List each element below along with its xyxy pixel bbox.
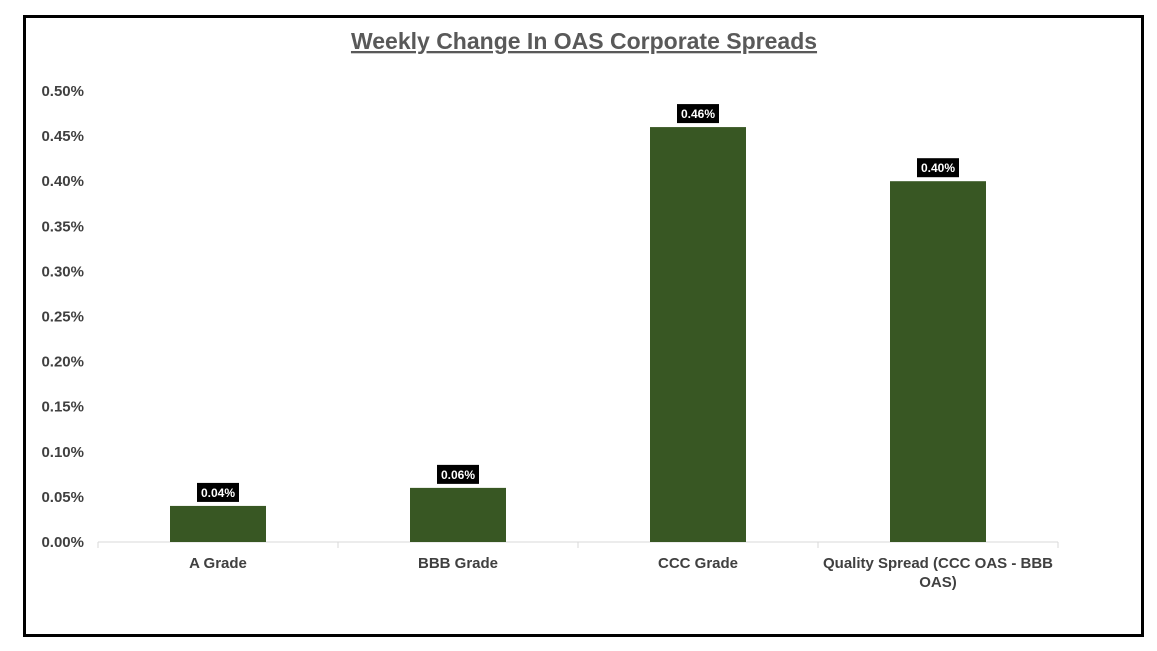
data-label-background <box>677 104 719 124</box>
bars <box>170 127 986 542</box>
category-label: A Grade <box>189 555 247 572</box>
data-label-background <box>917 158 959 178</box>
data-label: 0.40% <box>921 161 955 175</box>
data-label-background <box>437 464 479 484</box>
y-tick-label: 0.40% <box>41 173 84 190</box>
y-axis-ticks: 0.00% 0.05% 0.10% 0.15% 0.20% 0.25% 0.30% 0.35%… <box>41 83 84 551</box>
data-label: 0.06% <box>441 468 475 482</box>
bar <box>410 487 506 542</box>
y-tick-label: 0.15% <box>41 399 84 416</box>
category-label: BBB Grade <box>418 555 498 572</box>
bar <box>890 181 986 542</box>
category-label: CCC Grade <box>658 555 738 572</box>
category-label: OAS) <box>919 574 957 591</box>
y-tick-label: 0.35% <box>41 218 84 235</box>
bar <box>650 127 746 542</box>
category-label: Quality Spread (CCC OAS - BBB <box>823 555 1053 572</box>
y-tick-label: 0.25% <box>41 309 84 326</box>
data-label: 0.46% <box>681 107 715 121</box>
y-tick-label: 0.00% <box>41 534 84 551</box>
y-tick-label: 0.05% <box>41 489 84 506</box>
y-tick-label: 0.10% <box>41 444 84 461</box>
category-labels: A Grade BBB Grade CCC Grade Quality Spread … <box>189 555 1053 591</box>
y-tick-label: 0.30% <box>41 263 84 280</box>
data-label: 0.04% <box>201 486 235 500</box>
chart-title: Weekly Change In OAS Corporate Spreads <box>351 28 817 54</box>
data-labels: 0.04% 0.06% 0.46% 0.40% <box>197 104 959 502</box>
y-tick-label: 0.20% <box>41 354 84 371</box>
y-tick-label: 0.50% <box>41 83 84 100</box>
axis-lines <box>97 541 1059 548</box>
bar <box>170 505 266 542</box>
data-label-background <box>197 482 239 502</box>
y-tick-label: 0.45% <box>41 128 84 145</box>
